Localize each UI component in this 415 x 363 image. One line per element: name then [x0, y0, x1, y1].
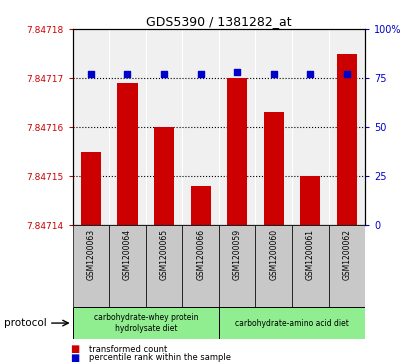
- Bar: [190, 186, 211, 225]
- Bar: [182, 225, 219, 307]
- Bar: [109, 225, 146, 307]
- Bar: [227, 78, 247, 225]
- Text: carbohydrate-whey protein
hydrolysate diet: carbohydrate-whey protein hydrolysate di…: [93, 313, 198, 333]
- Text: GSM1200062: GSM1200062: [342, 229, 352, 280]
- Text: GSM1200064: GSM1200064: [123, 229, 132, 280]
- Text: GSM1200065: GSM1200065: [159, 229, 168, 280]
- Text: carbohydrate-amino acid diet: carbohydrate-amino acid diet: [235, 319, 349, 327]
- Text: GSM1200060: GSM1200060: [269, 229, 278, 280]
- Bar: [219, 307, 365, 339]
- Bar: [146, 225, 182, 307]
- Bar: [154, 127, 174, 225]
- Bar: [117, 83, 137, 225]
- Bar: [81, 152, 101, 225]
- Text: GSM1200061: GSM1200061: [306, 229, 315, 280]
- Bar: [329, 225, 365, 307]
- Text: percentile rank within the sample: percentile rank within the sample: [89, 353, 231, 362]
- Text: transformed count: transformed count: [89, 345, 168, 354]
- Point: [234, 69, 241, 75]
- Text: ■: ■: [71, 352, 80, 363]
- Bar: [73, 307, 219, 339]
- Bar: [337, 54, 357, 225]
- Text: GSM1200063: GSM1200063: [86, 229, 95, 280]
- Point: [307, 71, 314, 77]
- Text: ■: ■: [71, 344, 80, 354]
- Text: GSM1200059: GSM1200059: [233, 229, 242, 280]
- Point: [344, 71, 350, 77]
- Point: [124, 71, 131, 77]
- Bar: [256, 225, 292, 307]
- Bar: [219, 225, 256, 307]
- Point: [88, 71, 94, 77]
- Text: GSM1200066: GSM1200066: [196, 229, 205, 280]
- Bar: [300, 176, 320, 225]
- Title: GDS5390 / 1381282_at: GDS5390 / 1381282_at: [146, 15, 292, 28]
- Text: protocol: protocol: [4, 318, 47, 328]
- Point: [197, 71, 204, 77]
- Bar: [292, 225, 329, 307]
- Point: [271, 71, 277, 77]
- Bar: [73, 225, 109, 307]
- Point: [161, 71, 167, 77]
- Bar: [264, 113, 284, 225]
